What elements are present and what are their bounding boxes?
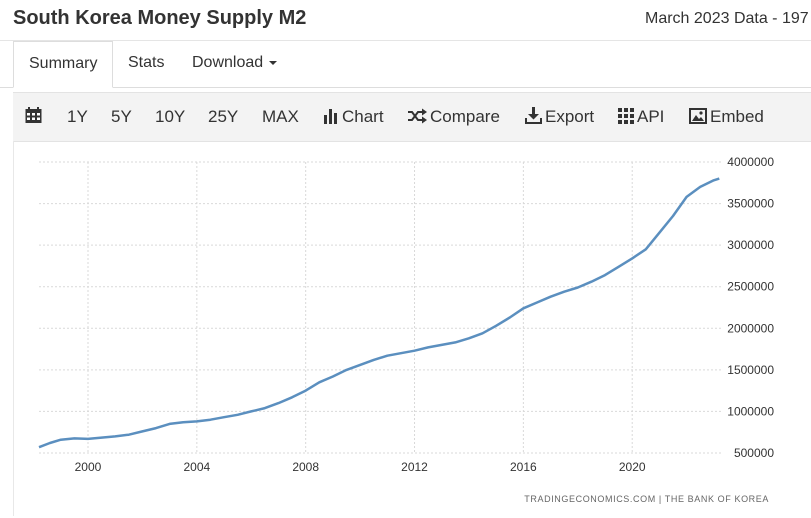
tab-bar: Summary Stats Download [0,41,811,88]
chart-toolbar: 1Y 5Y 10Y 25Y MAX Chart Compare Export A… [13,92,811,142]
embed-button[interactable]: Embed [689,93,764,141]
x-tick-label: 2020 [619,460,646,474]
series-line[interactable] [38,177,720,449]
y-tick-label: 4000000 [727,155,774,169]
chart-panel: 500000 1000000 1500000 2000000 2500000 300000… [13,141,811,516]
y-tick-label: 3000000 [727,238,774,252]
x-tick-label: 2008 [292,460,319,474]
x-tick-label: 2000 [75,460,102,474]
y-tick-label: 1000000 [727,404,774,418]
y-tick-label: 2500000 [727,280,774,294]
data-date-label: March 2023 Data - 197 [645,10,809,27]
shuffle-icon [408,108,427,124]
tab-stats[interactable]: Stats [113,41,179,87]
api-button-label: API [637,107,665,126]
download-icon [525,107,542,124]
y-tick-label: 2000000 [727,321,774,335]
x-tick-label: 2012 [401,460,428,474]
tab-stats-label: Stats [128,54,165,71]
chart-button-label: Chart [342,107,384,126]
y-tick-label: 1500000 [727,363,774,377]
money-supply-chart: 500000 1000000 1500000 2000000 2500000 300000… [38,155,774,504]
page-title: South Korea Money Supply M2 [13,7,307,29]
tab-summary-label: Summary [29,55,98,72]
bar-chart-icon [324,109,337,124]
calendar-button[interactable] [25,93,45,141]
compare-button[interactable]: Compare [407,93,500,141]
y-tick-label: 3500000 [727,197,774,211]
api-button[interactable]: API [618,93,664,141]
range-1y-button[interactable]: 1Y [67,107,88,126]
embed-button-label: Embed [710,107,764,126]
source-credit: TRADINGECONOMICS.COM | THE BANK OF KOREA [524,494,769,504]
export-button-label: Export [545,107,595,126]
range-25y-button[interactable]: 25Y [208,107,239,126]
range-10y-button[interactable]: 10Y [155,107,186,126]
image-icon [689,108,707,124]
calendar-icon [25,107,42,123]
x-tick-label: 2016 [510,460,537,474]
tab-download-label: Download [192,54,264,71]
page-header: South Korea Money Supply M2 March 2023 D… [0,0,811,41]
grid-icon [618,108,634,124]
compare-button-label: Compare [430,107,500,126]
y-tick-label: 500000 [734,446,774,460]
caret-down-icon [269,60,278,65]
range-max-button[interactable]: MAX [262,107,299,126]
tab-download[interactable]: Download [177,41,292,87]
range-5y-button[interactable]: 5Y [111,107,132,126]
tab-summary[interactable]: Summary [13,41,114,88]
x-tick-label: 2004 [183,460,210,474]
chart-button[interactable]: Chart [323,93,384,141]
export-button[interactable]: Export [525,93,594,141]
